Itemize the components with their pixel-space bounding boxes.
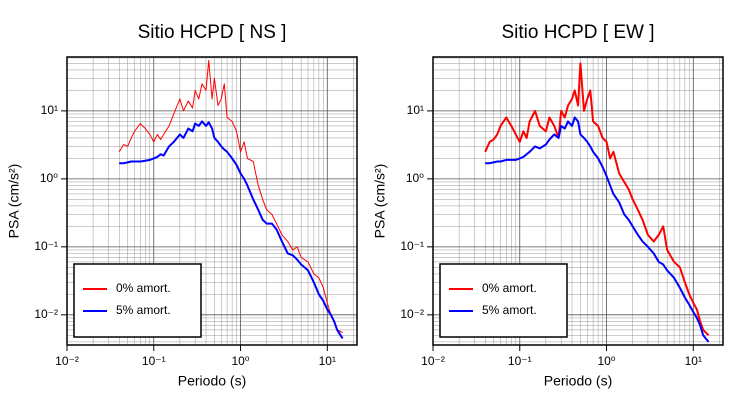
legend-box xyxy=(73,263,202,338)
x-tick-label: 10⁻¹ xyxy=(142,354,166,368)
chart: 10⁻² 10⁻¹ 10⁰ 10¹ 10⁻² 10⁻¹ 10⁰ 10¹ Sitio HCPD [… xyxy=(6,22,358,389)
y-tick-label: 10⁰ xyxy=(406,171,424,185)
y-tick-label: 10⁻¹ xyxy=(34,239,58,253)
y-tick-label: 10⁻¹ xyxy=(400,239,424,253)
x-tick-label: 10⁰ xyxy=(597,354,615,368)
x-tick-label: 10⁻² xyxy=(55,354,79,368)
x-axis-label: Periodo (s) xyxy=(544,373,612,389)
series-line xyxy=(118,60,343,333)
legend-label: 0% amort. xyxy=(116,281,171,295)
series-line xyxy=(119,120,344,339)
x-tick-label: 10¹ xyxy=(319,354,336,368)
y-tick-label: 10⁰ xyxy=(40,171,58,185)
chart-title: Sitio HCPD [ NS ] xyxy=(138,22,287,43)
x-tick-label: 10⁻² xyxy=(421,354,445,368)
x-tick-label: 10⁻¹ xyxy=(508,354,532,368)
y-tick-label: 10¹ xyxy=(407,103,424,117)
legend-label: 5% amort. xyxy=(482,303,537,317)
series-line xyxy=(484,62,710,337)
y-axis-label: PSA (cm/s²) xyxy=(6,164,22,239)
plot-frame xyxy=(66,56,358,346)
y-tick-label: 10⁻² xyxy=(34,307,58,321)
legend-label: 0% amort. xyxy=(482,281,537,295)
legend-label: 5% amort. xyxy=(116,303,171,317)
series-line xyxy=(485,116,710,343)
y-axis-label: PSA (cm/s²) xyxy=(372,164,388,239)
y-tick-label: 10¹ xyxy=(41,103,58,117)
plot-frame xyxy=(432,56,724,346)
x-tick-label: 10⁰ xyxy=(231,354,249,368)
chart-title: Sitio HCPD [ EW ] xyxy=(501,22,654,43)
x-axis-label: Periodo (s) xyxy=(178,373,246,389)
chart: 10⁻² 10⁻¹ 10⁰ 10¹ 10⁻² 10⁻¹ 10⁰ 10¹ Sitio HCPD [… xyxy=(372,22,724,389)
x-tick-label: 10¹ xyxy=(685,354,702,368)
legend-box xyxy=(439,263,568,338)
y-tick-label: 10⁻² xyxy=(400,307,424,321)
